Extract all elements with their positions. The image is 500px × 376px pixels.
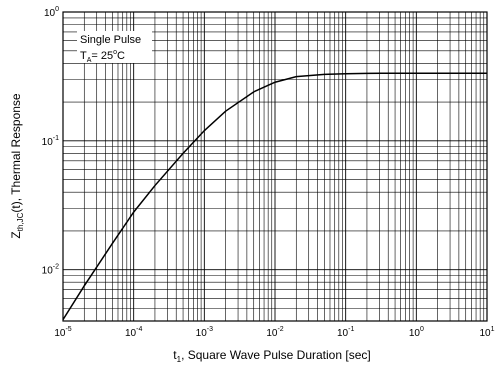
x-tick-label: 10-2 bbox=[266, 326, 283, 339]
x-tick-label: 101 bbox=[479, 326, 494, 339]
tick-labels: 10-5 10-4 10-3 10-2 10-1 100 101 100 10-1 10-2 bbox=[42, 6, 495, 339]
x-axis-label-t: t bbox=[173, 348, 177, 362]
series-line-thermal-response bbox=[62, 72, 487, 321]
x-tick-label: 10-3 bbox=[196, 326, 213, 339]
annotation-unit: C bbox=[117, 50, 125, 62]
annotation-degree: o bbox=[113, 49, 117, 56]
annotation-background bbox=[77, 31, 152, 63]
x-axis-label-sub: 1 bbox=[177, 355, 182, 364]
x-axis-label: t1, Square Wave Pulse Duration [sec] bbox=[173, 348, 370, 364]
y-tick-label: 10-2 bbox=[42, 264, 59, 277]
x-tick-label: 10-4 bbox=[125, 326, 142, 339]
y-axis-label-text: (t), Thermal Response bbox=[9, 93, 23, 212]
y-axis-label: Zth,JC(t), Thermal Response bbox=[9, 93, 25, 238]
annotation-line1: Single Pulse bbox=[80, 34, 141, 46]
annotation-eq: = 25 bbox=[91, 50, 113, 62]
y-axis-label-sub: th,JC bbox=[16, 212, 25, 231]
annotation-box: Single Pulse TA= 25oC bbox=[77, 31, 152, 64]
x-tick-label: 100 bbox=[409, 326, 424, 339]
annotation-t: T bbox=[80, 50, 87, 62]
y-tick-label: 100 bbox=[44, 6, 59, 19]
annotation-t-sub: A bbox=[87, 57, 92, 64]
y-tick-label: 10-1 bbox=[42, 135, 59, 148]
plot-frame bbox=[62, 11, 488, 322]
grid bbox=[62, 12, 487, 322]
x-axis-label-text: , Square Wave Pulse Duration [sec] bbox=[181, 348, 371, 362]
y-axis-label-z: Z bbox=[9, 231, 23, 238]
x-tick-label: 10-1 bbox=[337, 326, 354, 339]
annotation-line2: TA= 25oC bbox=[80, 49, 125, 64]
x-tick-label: 10-5 bbox=[54, 326, 71, 339]
